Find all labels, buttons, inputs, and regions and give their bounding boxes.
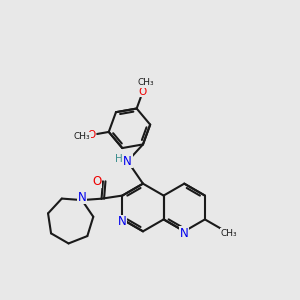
Text: O: O — [139, 87, 147, 97]
Text: N: N — [180, 227, 189, 240]
Text: N: N — [77, 191, 86, 204]
Text: CH₃: CH₃ — [74, 132, 90, 141]
Text: O: O — [92, 175, 101, 188]
Text: CH₃: CH₃ — [221, 229, 238, 238]
Text: N: N — [123, 155, 132, 168]
Text: O: O — [87, 130, 95, 140]
Text: H: H — [115, 154, 123, 164]
Text: CH₃: CH₃ — [138, 79, 154, 88]
Text: N: N — [118, 215, 127, 228]
